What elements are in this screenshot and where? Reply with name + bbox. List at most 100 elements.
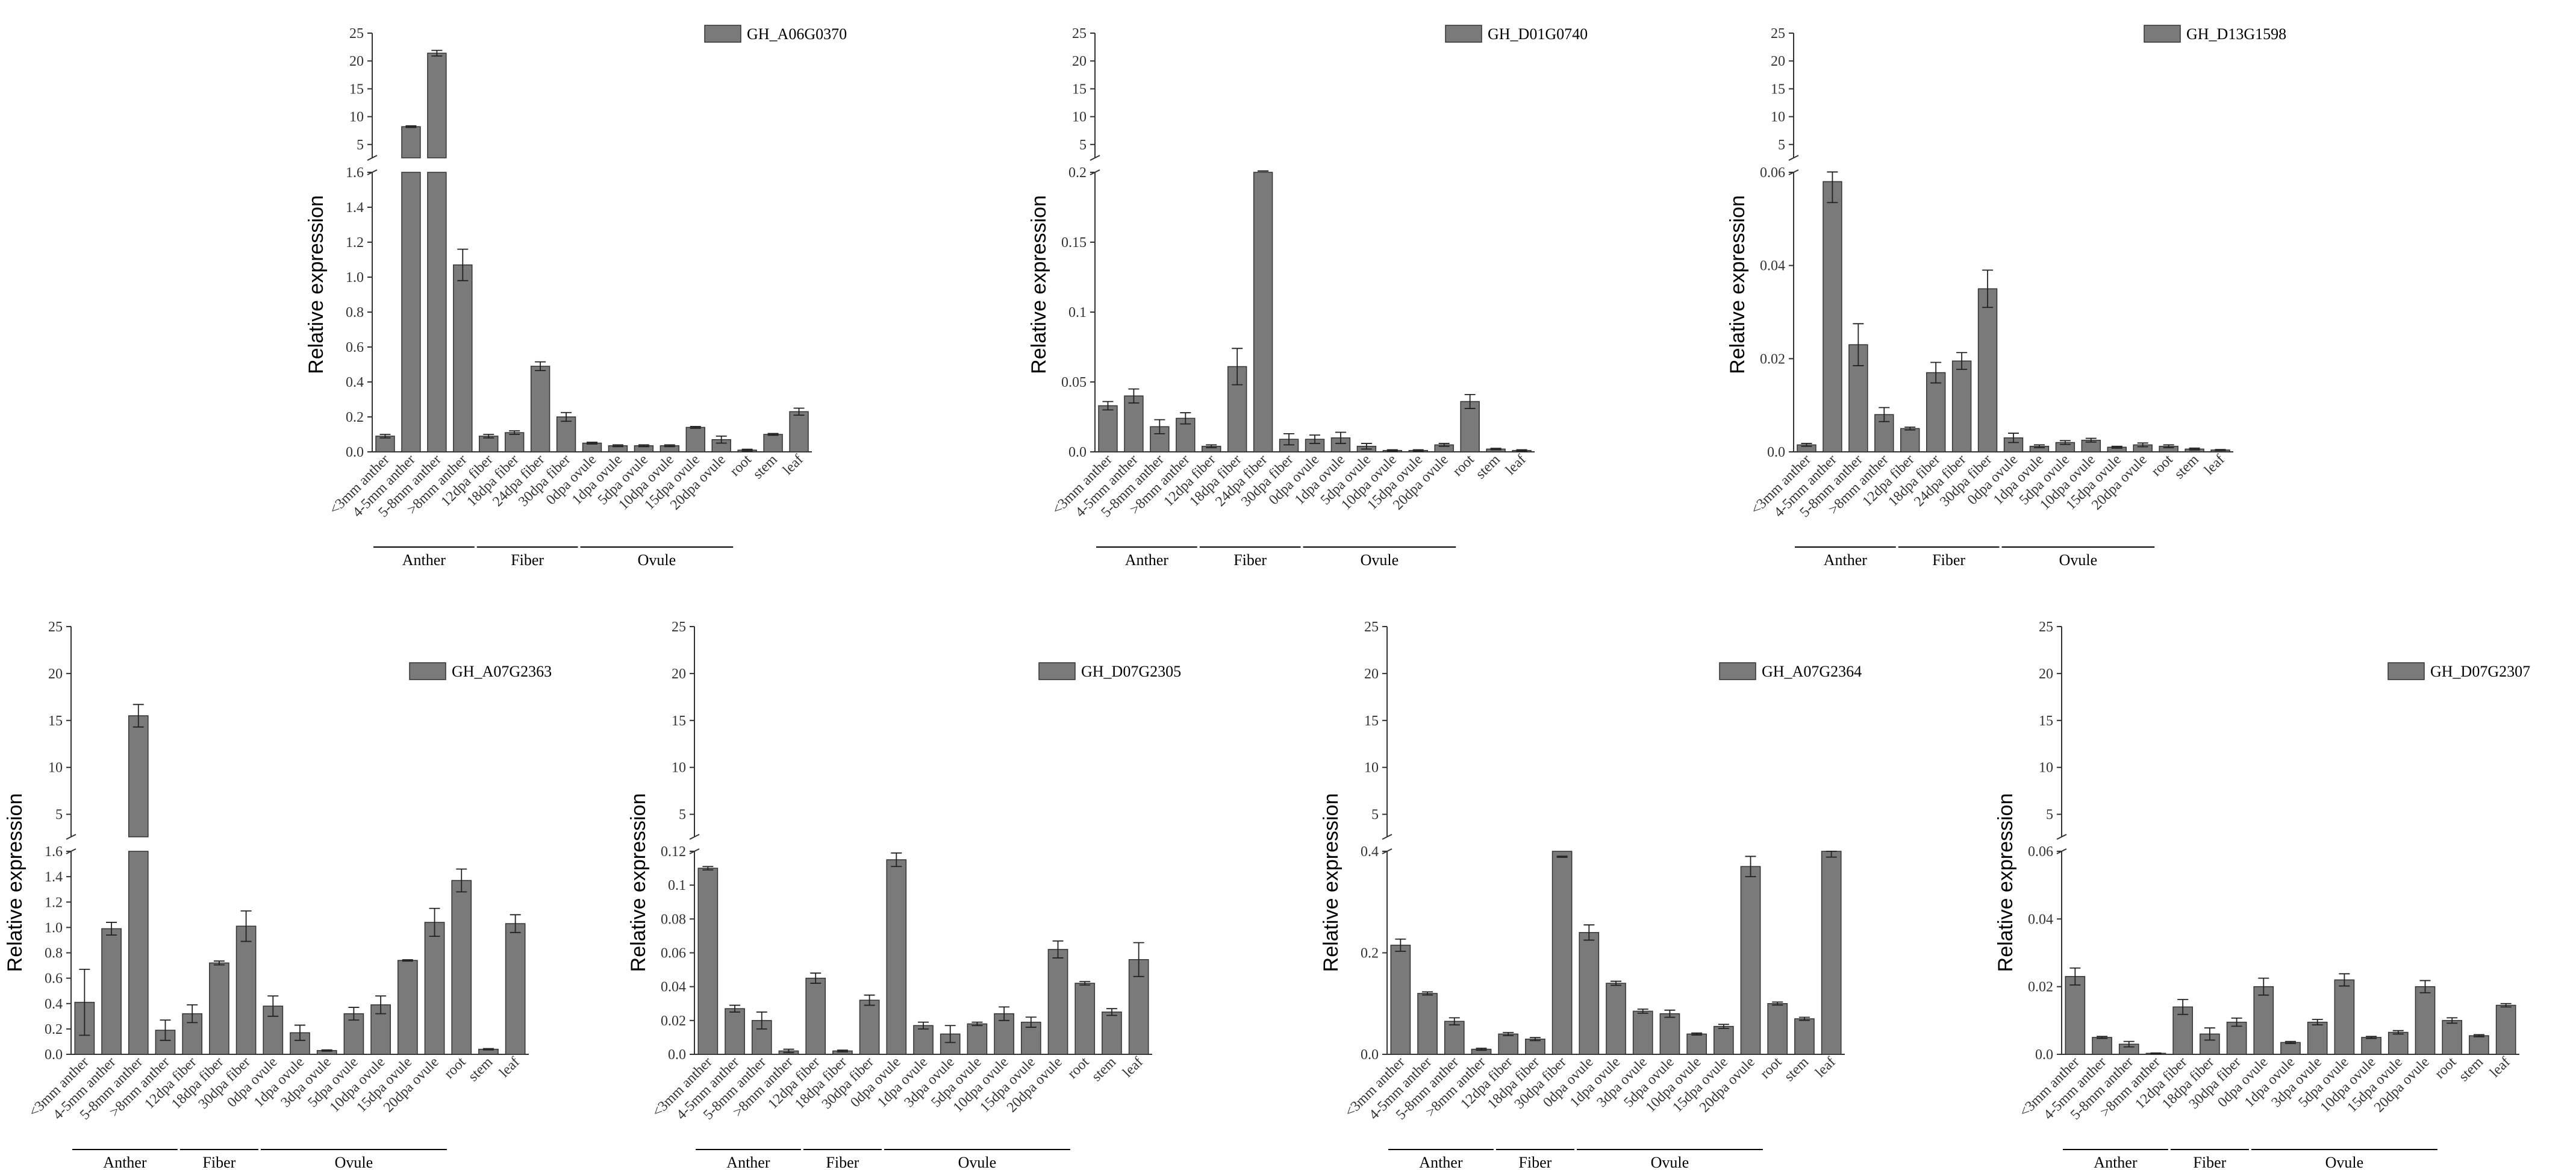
bar xyxy=(1606,983,1626,1055)
legend-label: GH_A07G2364 xyxy=(1762,663,1862,680)
bar xyxy=(2387,1031,2409,1055)
y-axis-label: Relative expression xyxy=(1994,793,2017,972)
axis-break-mark xyxy=(1382,834,1392,840)
y-tick-label: 0.2 xyxy=(1068,165,1087,181)
group-label: Ovule xyxy=(2059,551,2098,569)
y-tick-label: 5 xyxy=(679,807,686,823)
bar xyxy=(1632,1010,1653,1055)
bar xyxy=(685,427,705,452)
y-tick-label: 10 xyxy=(672,760,686,776)
chart-panel-6: 5 10 15 20 25 0.0 0.2 0.4 Relative expression GH_… xyxy=(1316,612,1960,1170)
y-tick-label: 0.0 xyxy=(346,445,364,460)
y-tick-label: 15 xyxy=(48,713,63,729)
legend-swatch xyxy=(1445,25,1482,43)
bar xyxy=(1098,405,1118,452)
x-tick-label: root xyxy=(1450,452,1477,480)
bar xyxy=(1926,372,1946,452)
bar xyxy=(451,880,472,1055)
group-label: Anther xyxy=(1419,1154,1463,1170)
y-tick-label: 0.0 xyxy=(45,1047,63,1063)
axis-break-mark xyxy=(367,155,378,161)
y-tick-label: 0.04 xyxy=(2028,912,2053,927)
bar xyxy=(2334,979,2355,1055)
y-tick-label: 25 xyxy=(2039,619,2053,635)
bar xyxy=(1460,401,1480,452)
y-axis-label: Relative expression xyxy=(305,195,328,374)
bar xyxy=(505,923,526,1055)
y-tick-label: 0.05 xyxy=(1061,375,1087,390)
y-tick-label: 0.2 xyxy=(45,1022,63,1037)
y-tick-label: 0.02 xyxy=(661,1013,686,1029)
y-tick-label: 0.08 xyxy=(661,912,686,927)
group-label: Fiber xyxy=(826,1154,859,1170)
y-tick-label: 0.06 xyxy=(2028,844,2053,860)
bar xyxy=(1659,1013,1680,1055)
y-tick-label: 0.8 xyxy=(45,946,63,962)
y-tick-label: 0.2 xyxy=(1361,946,1379,962)
y-tick-label: 25 xyxy=(1072,26,1087,42)
axis-break-mark xyxy=(2056,834,2067,840)
bar xyxy=(805,977,826,1055)
y-tick-label: 0.04 xyxy=(1760,258,1785,274)
x-tick-label: stem xyxy=(750,452,781,483)
x-tick-label: leaf xyxy=(1503,452,1529,478)
group-label: Anther xyxy=(402,551,446,569)
group-label: Ovule xyxy=(335,1154,373,1170)
bar xyxy=(1579,932,1600,1055)
x-tick-label: leaf xyxy=(2487,1054,2513,1081)
axis-break-mark xyxy=(1788,155,1799,161)
legend-swatch xyxy=(409,662,446,680)
bar xyxy=(913,1025,934,1055)
y-tick-label: 0.0 xyxy=(2035,1047,2053,1063)
x-tick-label: stem xyxy=(466,1054,496,1085)
group-label: Ovule xyxy=(958,1154,997,1170)
y-tick-label: 15 xyxy=(1771,81,1785,97)
group-label: Fiber xyxy=(2193,1154,2226,1170)
axis-break-mark xyxy=(1090,155,1100,161)
y-tick-label: 15 xyxy=(349,81,364,97)
y-tick-label: 20 xyxy=(349,54,364,69)
y-tick-label: 20 xyxy=(1364,666,1379,682)
bar xyxy=(453,264,473,452)
y-tick-label: 10 xyxy=(1771,110,1785,125)
bar xyxy=(479,436,499,452)
bar xyxy=(1176,418,1196,452)
y-tick-label: 1.6 xyxy=(346,165,364,181)
y-tick-label: 5 xyxy=(55,807,63,823)
axis-break-mark xyxy=(689,834,700,840)
x-tick-label: stem xyxy=(2456,1054,2487,1085)
bar xyxy=(2469,1035,2489,1055)
y-tick-label: 5 xyxy=(1371,807,1379,823)
bar xyxy=(375,436,395,452)
group-label: Ovule xyxy=(1361,551,1399,569)
y-tick-label: 20 xyxy=(672,666,686,682)
legend-label: GH_A06G0370 xyxy=(747,25,847,43)
bar xyxy=(886,859,907,1055)
y-tick-label: 25 xyxy=(349,26,364,42)
y-tick-label: 1.2 xyxy=(346,235,364,251)
bar xyxy=(2253,986,2274,1055)
group-label: Fiber xyxy=(511,551,544,569)
group-label: Fiber xyxy=(1233,551,1267,569)
bar xyxy=(401,172,421,452)
bar xyxy=(2415,986,2436,1055)
bar xyxy=(1253,172,1273,452)
legend-label: GH_D13G1598 xyxy=(2186,25,2286,43)
y-tick-label: 20 xyxy=(1072,54,1087,69)
bar xyxy=(1074,983,1096,1055)
y-tick-label: 10 xyxy=(1072,110,1087,125)
bar xyxy=(2226,1021,2247,1055)
bar xyxy=(859,1000,880,1055)
group-label: Fiber xyxy=(202,1154,235,1170)
bar xyxy=(1444,1021,1465,1055)
bar xyxy=(1417,993,1438,1055)
y-tick-label: 25 xyxy=(1364,619,1379,635)
bar xyxy=(424,922,445,1055)
bar xyxy=(2307,1021,2328,1055)
chart-svg-2: 5 10 15 20 25 0.0 0.05 0.1 0.15 0.2 Relative expre… xyxy=(1028,25,1588,569)
y-tick-label: 0.4 xyxy=(1361,844,1379,860)
y-tick-label: 10 xyxy=(48,760,63,776)
bar xyxy=(1823,181,1842,452)
x-tick-label: root xyxy=(1757,1054,1785,1082)
group-label: Ovule xyxy=(2325,1154,2364,1170)
